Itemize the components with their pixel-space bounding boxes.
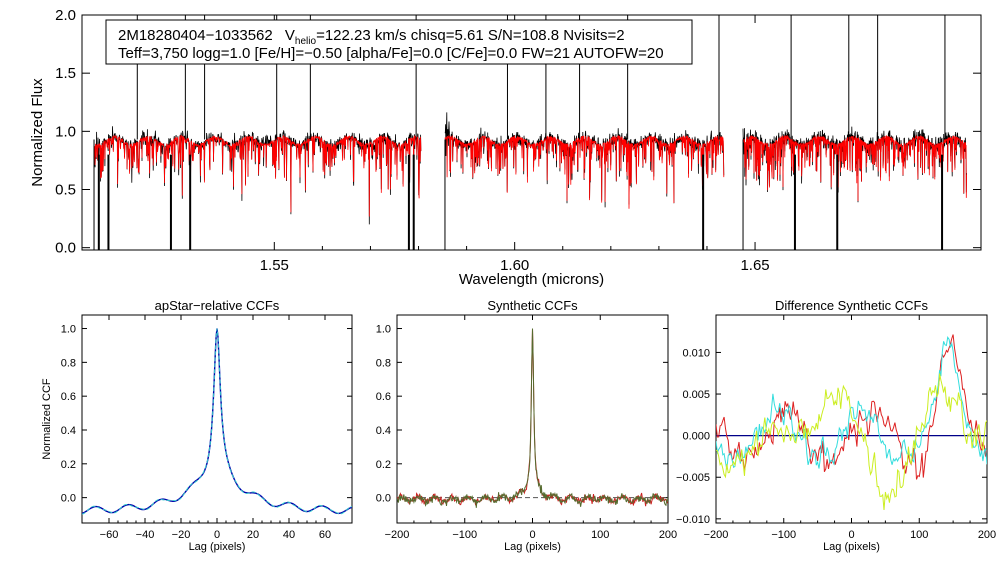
y-tick-label: 0.8 bbox=[61, 357, 76, 369]
panel-title: Difference Synthetic CCFs bbox=[775, 298, 928, 313]
star-id: 2M18280404−1033562 bbox=[118, 27, 273, 44]
x-tick-label: −100 bbox=[771, 529, 796, 541]
velocity-subscript: helio bbox=[295, 36, 317, 47]
plot-frame bbox=[81, 14, 982, 251]
y-tick-label: 0.4 bbox=[376, 425, 391, 437]
y-tick-label: 0.000 bbox=[682, 431, 710, 443]
ccf-line bbox=[82, 328, 352, 515]
info-line1-rest: =122.23 km/s chisq=5.61 S/N=108.8 Nvisit… bbox=[316, 27, 625, 44]
velocity-symbol: V bbox=[285, 27, 295, 44]
synthetic-ccf-line bbox=[397, 328, 668, 507]
model-spectrum-line bbox=[444, 134, 725, 209]
y-axis-label: Normalized CCF bbox=[41, 378, 53, 460]
plot-frame bbox=[81, 314, 353, 524]
plot-frame bbox=[715, 314, 988, 524]
synthetic-ccf-line bbox=[397, 328, 668, 508]
x-tick-label: 20 bbox=[247, 529, 259, 541]
y-tick-label: 1.0 bbox=[376, 324, 391, 336]
y-tick-label: 0.0 bbox=[376, 493, 391, 505]
x-tick-label: 1.60 bbox=[500, 257, 529, 274]
x-axis-label: Wavelength (microns) bbox=[459, 271, 604, 288]
x-tick-label: 0 bbox=[214, 529, 220, 541]
svg-text:2M18280404−1033562 Vheli: 2M18280404−1033562 Vhelio=122.23 km/s ch… bbox=[118, 27, 625, 47]
x-tick-label: −60 bbox=[100, 529, 119, 541]
y-tick-label: 0.2 bbox=[376, 459, 391, 471]
spectrum-panel: 1.55 1.60 1.65 0.0 0.5 1.0 1.5 2.0 Wavelength (m… bbox=[29, 7, 982, 288]
x-tick-label: 100 bbox=[591, 529, 609, 541]
y-tick-label: 1.5 bbox=[55, 65, 76, 82]
observed-spectrum-line bbox=[93, 126, 422, 225]
x-axis-label: Lag (pixels) bbox=[504, 541, 561, 553]
difference-ccf-line bbox=[716, 335, 987, 470]
y-tick-label: 0.6 bbox=[376, 391, 391, 403]
info-line2: Teff=3,750 logg=1.0 [Fe/H]=−0.50 [alpha/… bbox=[118, 45, 664, 62]
y-tick-label: 0.0 bbox=[55, 240, 76, 257]
y-axis-label: Normalized Flux bbox=[29, 78, 46, 187]
x-tick-label: −40 bbox=[136, 529, 155, 541]
y-tick-label: 0.0 bbox=[61, 493, 76, 505]
y-tick-label: 2.0 bbox=[55, 7, 76, 24]
difference-ccf-panel: −200 −100 0 100 200 −0.010 −0.005 0.000 0.005 0.0… bbox=[676, 298, 996, 553]
x-tick-label: 0 bbox=[529, 529, 535, 541]
x-tick-label: 100 bbox=[910, 529, 928, 541]
synthetic-ccf-panel: −200 −100 0 100 200 0.0 0.2 0.4 0.6 0.8 1.0 Lag (pi… bbox=[376, 298, 677, 553]
x-tick-label: 200 bbox=[978, 529, 996, 541]
x-axis-label: Lag (pixels) bbox=[823, 541, 880, 553]
y-tick-label: 0.010 bbox=[682, 347, 710, 359]
y-tick-label: 0.4 bbox=[61, 425, 76, 437]
y-tick-label: 1.0 bbox=[55, 123, 76, 140]
ccf-line bbox=[82, 328, 352, 515]
x-tick-label: −20 bbox=[172, 529, 191, 541]
x-tick-label: 60 bbox=[319, 529, 331, 541]
x-axis-label: Lag (pixels) bbox=[189, 541, 246, 553]
apstar-ccf-panel: −60 −40 −20 0 20 40 60 0.0 0.2 0.4 0.6 0.8 1.0 Lag (p… bbox=[41, 298, 353, 553]
x-tick-label: −100 bbox=[452, 529, 477, 541]
y-tick-label: 1.0 bbox=[61, 324, 76, 336]
x-tick-label: 40 bbox=[283, 529, 295, 541]
x-tick-label: 200 bbox=[659, 529, 677, 541]
panel-title: Synthetic CCFs bbox=[487, 298, 578, 313]
y-tick-label: 0.6 bbox=[61, 391, 76, 403]
panel-title: apStar−relative CCFs bbox=[155, 298, 280, 313]
y-tick-label: −0.010 bbox=[676, 514, 710, 526]
y-tick-label: −0.005 bbox=[676, 472, 710, 484]
x-tick-label: 1.65 bbox=[740, 257, 769, 274]
model-spectrum-line bbox=[93, 134, 422, 217]
x-tick-label: 1.55 bbox=[260, 257, 289, 274]
y-tick-label: 0.5 bbox=[55, 182, 76, 199]
difference-ccf-line bbox=[716, 373, 987, 511]
y-tick-label: 0.2 bbox=[61, 459, 76, 471]
x-tick-label: −200 bbox=[385, 529, 410, 541]
x-tick-label: 0 bbox=[848, 529, 854, 541]
x-tick-label: −200 bbox=[704, 529, 729, 541]
y-tick-label: 0.005 bbox=[682, 389, 710, 401]
y-tick-label: 0.8 bbox=[376, 357, 391, 369]
model-spectrum-line bbox=[742, 134, 967, 202]
info-box: 2M18280404−1033562 Vhelio=122.23 km/s ch… bbox=[105, 19, 693, 65]
